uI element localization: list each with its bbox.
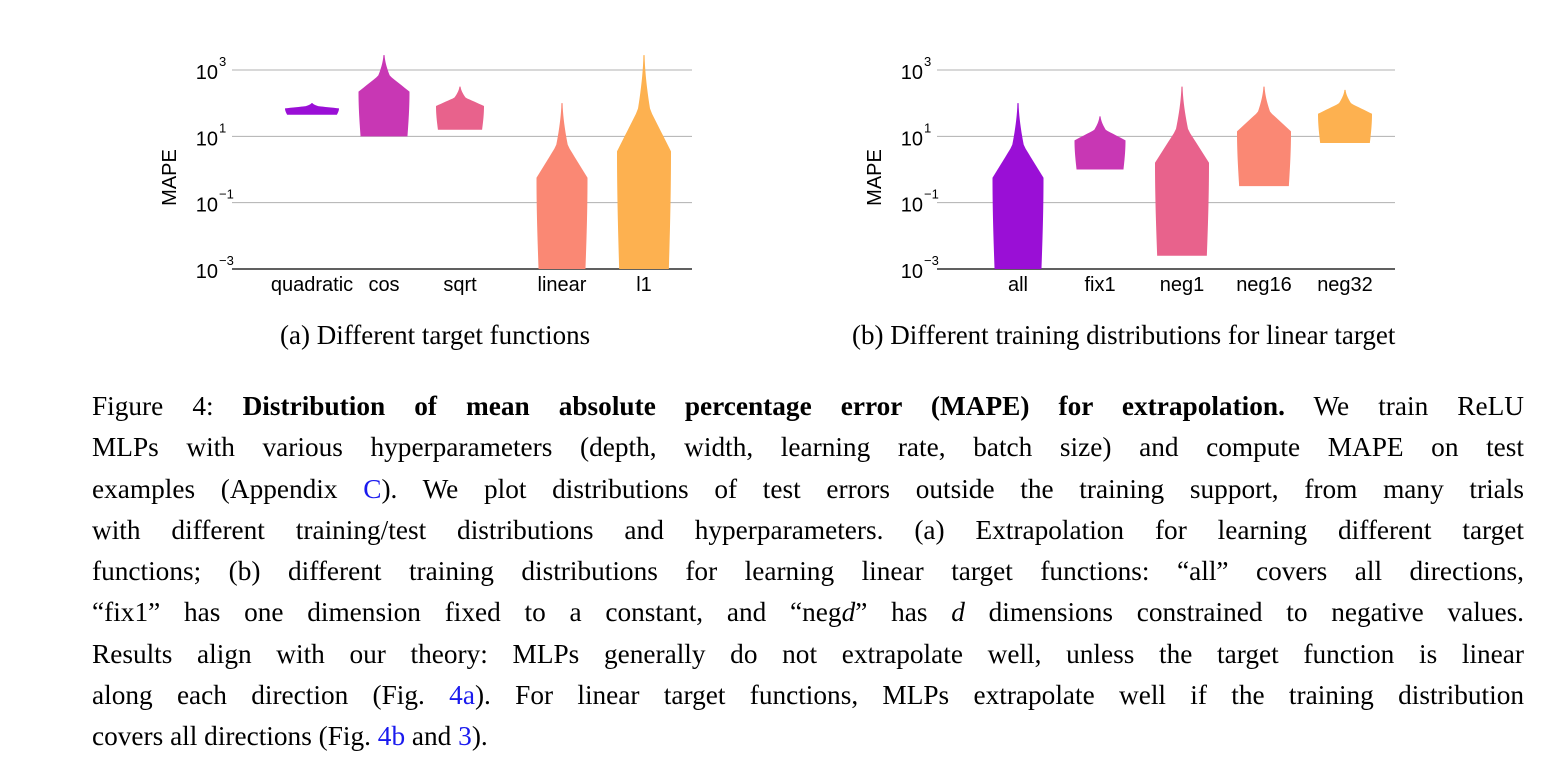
caption-line-6: “fix1” has one dimension fixed to a cons… (92, 592, 1524, 633)
subcaption-b: (b) Different training distributions for… (852, 320, 1396, 350)
y-tick-label: 10 (901, 128, 923, 150)
y-tick-exponent: −1 (924, 187, 939, 202)
y-tick-label: 10 (196, 62, 218, 84)
y-axis-label: MAPE (864, 149, 886, 206)
y-tick-label: 10 (901, 62, 923, 84)
subcaption-a: (a) Different target functions (280, 320, 591, 350)
figure-caption: Figure 4: Distribution of mean absolute … (92, 386, 1524, 758)
caption-line-8: along each direction (Fig. 4a). For line… (92, 675, 1524, 716)
x-tick-label: sqrt (443, 274, 477, 296)
x-tick-label: cos (368, 274, 399, 296)
violin-neg32 (1318, 89, 1372, 143)
y-tick-exponent: 3 (924, 54, 931, 69)
y-tick-exponent: 1 (219, 120, 226, 135)
y-tick-label: 10 (196, 195, 218, 217)
y-tick-label: 10 (901, 261, 923, 283)
caption-text: ). For linear target functions, MLPs ext… (474, 680, 1524, 711)
caption-label: Figure 4: (92, 391, 214, 421)
caption-text: examples (Appendix (92, 473, 338, 504)
x-tick-label: neg16 (1236, 274, 1292, 296)
x-tick-label: neg32 (1317, 274, 1373, 296)
y-tick-exponent: −3 (219, 253, 234, 268)
caption-line-9: covers all directions (Fig. 4b and 3). (92, 716, 1524, 757)
caption-text: We train ReLU (1313, 391, 1524, 421)
caption-text: ). (471, 721, 488, 752)
y-tick-exponent: 1 (924, 120, 931, 135)
y-tick-label: 10 (196, 261, 218, 283)
violin-neg16 (1237, 86, 1291, 187)
violin-quadratic (285, 103, 339, 115)
violin-sqrt (436, 86, 484, 130)
caption-bold: Distribution of mean absolute percentage… (242, 391, 1285, 421)
x-tick-label: all (1008, 274, 1028, 296)
caption-text: covers all directions (Fig. (92, 721, 371, 752)
x-tick-label: quadratic (271, 274, 353, 296)
violin-all (992, 103, 1044, 269)
caption-line-7: Results align with our theory: MLPs gene… (92, 638, 1524, 669)
caption-text: “fix1” has one dimension fixed to a cons… (92, 597, 842, 628)
appendix-link[interactable]: C (363, 473, 382, 504)
caption-line-1: Figure 4: Distribution of mean absolute … (92, 386, 1524, 427)
y-tick-label: 10 (196, 128, 218, 150)
caption-line-4: with different training/test distributio… (92, 514, 1524, 545)
caption-text: dimensions constrained to negative value… (988, 597, 1525, 628)
caption-line-2: MLPs with various hyperparameters (depth… (92, 432, 1524, 463)
figure-4a-link[interactable]: 4a (449, 680, 475, 711)
x-tick-label: l1 (636, 274, 652, 296)
caption-math: d (951, 597, 965, 628)
caption-line-5: functions; (b) different training distri… (92, 556, 1524, 587)
caption-text: and (411, 721, 452, 752)
violin-neg1 (1155, 86, 1209, 256)
violin-linear (536, 103, 588, 269)
x-tick-label: linear (538, 274, 587, 296)
caption-text: ). We plot distributions of test errors … (381, 473, 1524, 504)
figure-4b-link[interactable]: 4b (377, 721, 406, 752)
caption-text: along each direction (Fig. (92, 680, 425, 711)
violin-fix1 (1074, 116, 1126, 170)
y-tick-exponent: −3 (924, 253, 939, 268)
violin-cos (358, 55, 410, 137)
y-tick-exponent: 3 (219, 54, 226, 69)
caption-line-3: examples (Appendix C). We plot distribut… (92, 469, 1524, 510)
caption-math: d (841, 597, 856, 628)
violin-l1 (617, 55, 671, 270)
figure-3-link[interactable]: 3 (458, 721, 472, 752)
y-tick-label: 10 (901, 195, 923, 217)
x-tick-label: neg1 (1160, 274, 1205, 296)
y-tick-exponent: −1 (219, 187, 234, 202)
caption-text: ” has (855, 597, 928, 628)
y-axis-label: MAPE (159, 149, 181, 206)
x-tick-label: fix1 (1084, 274, 1115, 296)
